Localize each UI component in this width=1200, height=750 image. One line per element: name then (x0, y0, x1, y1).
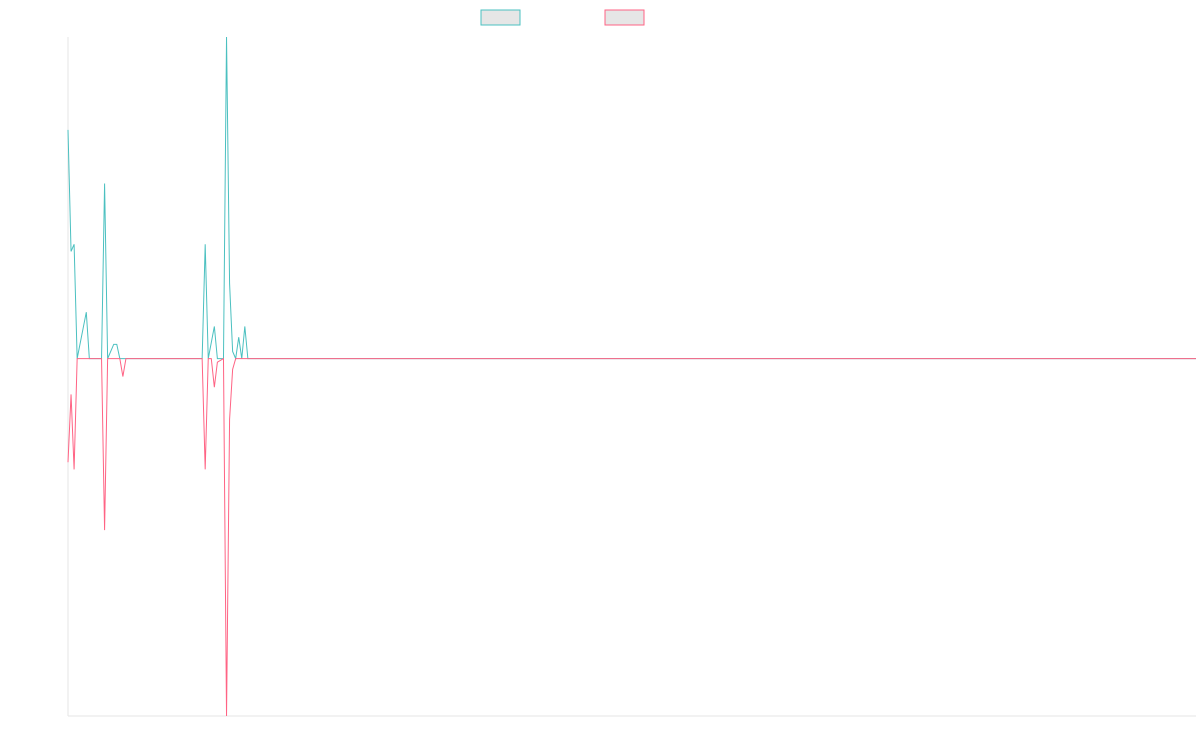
axes (67, 37, 1196, 717)
legend-swatch-2[interactable] (604, 9, 645, 26)
legend-swatch-1[interactable] (480, 9, 521, 26)
series-layer (67, 36, 1196, 717)
series-line-2 (67, 357, 1196, 717)
legend (480, 9, 645, 26)
series-line-1 (67, 36, 1196, 361)
